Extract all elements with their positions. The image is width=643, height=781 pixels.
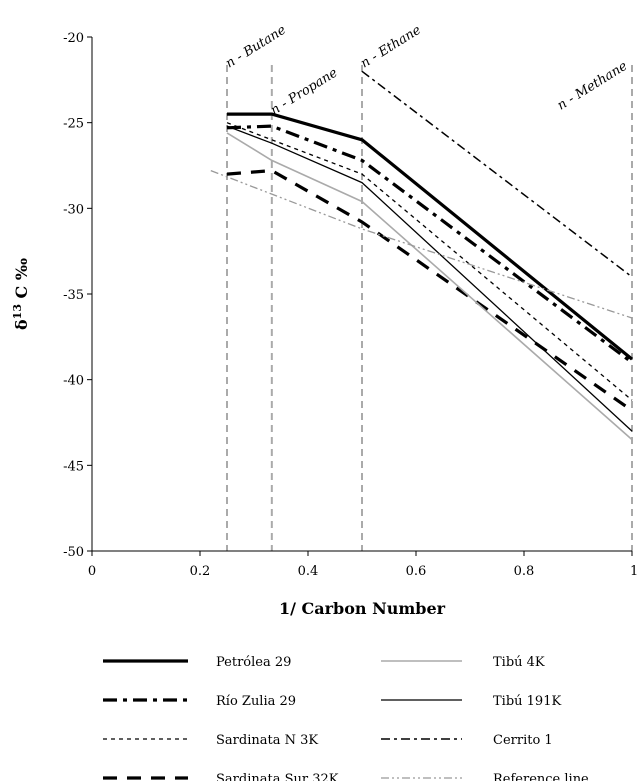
legend-label: Sardinata N 3K [216,733,318,748]
series-line [227,133,632,440]
legend-label: Petrólea 29 [216,655,291,670]
legend-label: Tibú 191K [493,694,561,709]
y-axis-title: δ13 C ‰ [11,258,31,330]
y-tick-label: -45 [63,459,84,474]
y-tick-label: -50 [63,545,84,560]
legend-label: Reference line [493,772,589,781]
x-ticks: 0 0.2 0.4 0.6 0.8 1 [88,551,638,579]
series-line [211,171,632,318]
x-tick-label: 1 [630,564,638,579]
legend-label: Sardinata Sur 32K [216,772,339,781]
x-tick-label: 0 [88,564,96,579]
reference-line-label: n - Butane [223,22,289,71]
y-ticks: -20 -25 -30 -35 -40 -45 -50 [63,31,92,560]
series-lines [211,71,632,439]
y-axis-title-rest: C ‰ [12,258,31,304]
y-tick-label: -35 [63,288,84,303]
x-tick-label: 0.4 [298,564,319,579]
y-axis-title-sup: 13 [11,304,24,319]
y-tick-label: -25 [63,117,84,132]
reference-line-label: n - Methane [555,59,631,114]
legend: Petrólea 29 Río Zulia 29 Sardinata N 3K Sar… [103,655,589,781]
x-axis-title: 1/ Carbon Number [279,599,446,618]
x-tick-label: 0.2 [190,564,211,579]
reference-line-label: n - Ethane [358,23,424,72]
y-tick-label: -30 [63,202,84,217]
reference-line-label: n - Propane [268,65,341,118]
y-tick-label: -20 [63,31,84,46]
legend-label: Cerrito 1 [493,733,553,748]
y-tick-label: -40 [63,374,84,389]
legend-label: Tibú 4K [493,655,545,670]
x-tick-label: 0.6 [406,564,427,579]
x-tick-label: 0.8 [514,564,535,579]
y-axis-title-main: δ [12,319,31,330]
legend-label: Río Zulia 29 [216,694,296,709]
